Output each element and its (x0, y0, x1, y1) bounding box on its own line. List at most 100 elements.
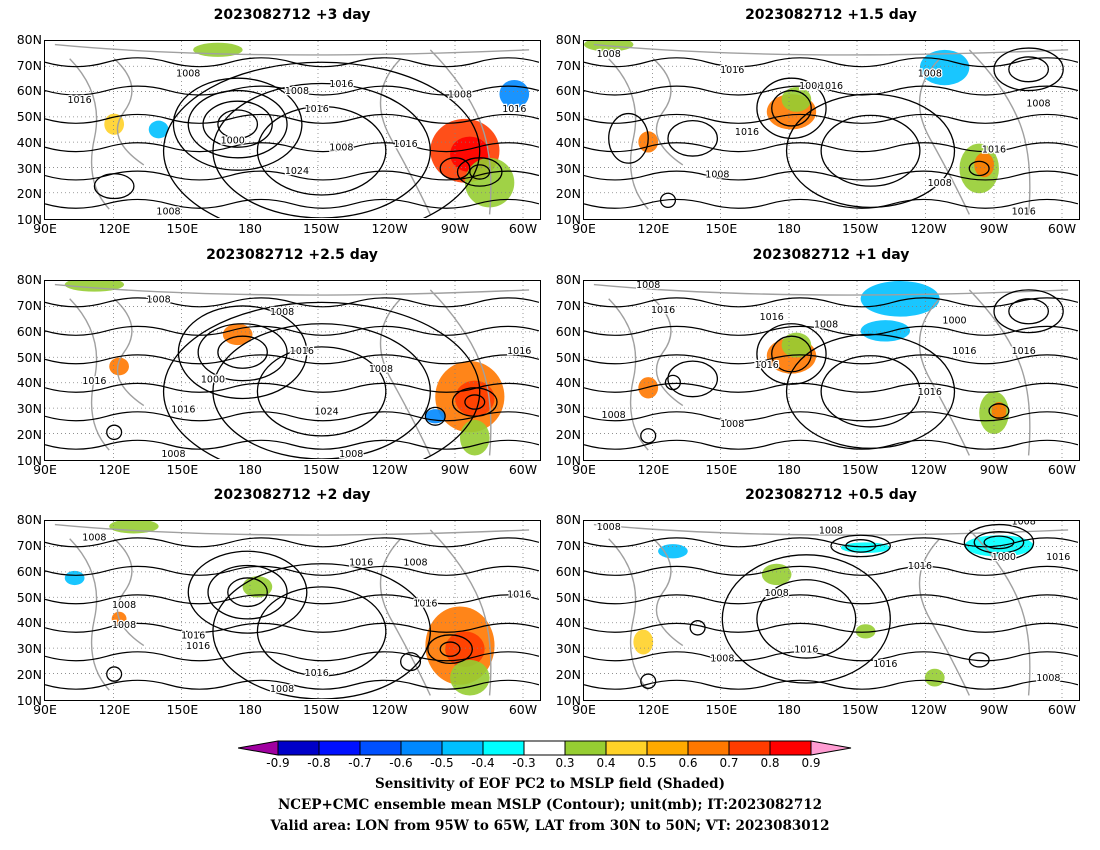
mslp-contour (45, 651, 539, 662)
coastline (429, 289, 492, 456)
mslp-contour-closed (756, 323, 827, 385)
mslp-contour-closed (983, 535, 1015, 550)
lat-tick-label: 40N (555, 375, 581, 391)
contour-label: 1016 (908, 561, 932, 572)
coastline (593, 43, 1069, 56)
lat-tick-label: 80N (555, 272, 581, 287)
contour-label: 1008 (112, 600, 136, 611)
mslp-contour (584, 325, 1078, 336)
panel-title-6: 2023082712 +0.5 day (745, 487, 917, 503)
lat-tick-label: 50N (16, 349, 42, 365)
lat-tick-label: 40N (555, 615, 581, 631)
lon-tick-label: 150W (842, 462, 879, 477)
colorbar-tick-label: -0.8 (307, 756, 331, 770)
sensitivity-shading (860, 320, 911, 342)
panel-title-4: 2023082712 +1 day (752, 247, 910, 263)
sensitivity-shading (450, 659, 490, 696)
mslp-contour-closed (162, 301, 481, 459)
map-panel-plus-0-5-day: 1008 1008 1016 1008 1016 1016 1008 1000 1016 1008… (583, 520, 1080, 701)
contour-label: 1008 (819, 525, 843, 536)
contour-label: 1016 (413, 598, 437, 609)
coastline (652, 58, 684, 166)
contour-label: 1016 (1012, 206, 1036, 217)
lat-tick-label: 30N (16, 641, 42, 657)
coastline (429, 529, 492, 696)
contour-label: 1008 (82, 533, 106, 544)
coastline (652, 538, 684, 647)
mslp-contour-closed (640, 673, 657, 689)
mslp-contour-closed (217, 109, 259, 139)
mslp-contour (584, 439, 1078, 450)
sensitivity-shading (64, 570, 85, 586)
contour-label: 1016 (651, 305, 675, 316)
contour-label: 1000 (942, 316, 966, 327)
lat-tick-label: 60N (16, 323, 42, 339)
sensitivity-shading (459, 419, 490, 456)
lon-tick-label: 150E (166, 462, 199, 477)
contour-label: 1008 (161, 449, 185, 459)
contour-label: 1016 (1046, 552, 1070, 563)
mslp-contour-closed (721, 554, 891, 684)
lon-tick-label: 90W (440, 702, 470, 717)
contour-label: 1008 (720, 419, 744, 430)
coastline (968, 529, 1031, 696)
mslp-contour (45, 439, 539, 450)
colorbar-tick-label: -0.9 (266, 756, 290, 770)
lon-tick-label: 150W (303, 221, 340, 236)
lon-tick-label: 120E (98, 462, 131, 477)
contour-label: 1016 (982, 145, 1006, 156)
coastline (918, 538, 970, 696)
panel-title-3: 2023082712 +2.5 day (206, 247, 378, 263)
sensitivity-shading (445, 631, 485, 667)
lon-tick-label: 150E (166, 702, 199, 717)
colorbar-tick-label: -0.5 (430, 756, 454, 770)
lat-tick-label: 10N (555, 693, 581, 708)
colorbar-swatch (400, 740, 443, 756)
lat-tick-label: 30N (555, 160, 581, 176)
contour-label: 1008 (799, 81, 823, 92)
colorbar-tick-label: 0.7 (719, 756, 739, 770)
lat-tick-label: 70N (555, 57, 581, 73)
coastline (918, 298, 970, 456)
mslp-contour (584, 297, 1078, 308)
contour-label: 1008 (597, 522, 621, 533)
mslp-contour-closed (464, 394, 486, 410)
coastline (608, 58, 649, 210)
caption-line-2: NCEP+CMC ensemble mean MSLP (Contour); u… (277, 797, 823, 813)
mslp-contour (45, 537, 539, 548)
mslp-contour-closed (227, 577, 268, 608)
lat-tick-label: 40N (16, 615, 42, 631)
contour-label: 1000 (992, 552, 1016, 563)
lon-tick-label: 150W (303, 702, 340, 717)
sensitivity-shading (781, 332, 812, 358)
mslp-contour-closed (212, 323, 431, 459)
mslp-contour-closed (820, 355, 921, 428)
lon-tick-label: 60W (508, 462, 538, 477)
lat-tick-label: 70N (16, 57, 42, 73)
lat-tick-label: 60N (16, 563, 42, 579)
panel-title-2: 2023082712 +1.5 day (745, 7, 917, 23)
lon-tick-label: 120E (637, 702, 670, 717)
mslp-contour (584, 679, 1078, 690)
contour-label: 1000 (221, 136, 245, 147)
colorbar-swatch (318, 740, 361, 756)
lat-tick-label: 60N (555, 563, 581, 579)
contour-label: 1008 (176, 68, 200, 79)
lat-tick-label: 80N (16, 32, 42, 47)
lat-tick-label: 50N (555, 109, 581, 125)
colorbar-swatch (441, 740, 484, 756)
lon-tick-label: 60W (1047, 462, 1077, 477)
sensitivity-shading (924, 668, 945, 687)
contour-label: 1016 (305, 104, 329, 115)
contour-label: 1016 (329, 79, 353, 90)
sensitivity-shading (860, 281, 940, 317)
mslp-contour (45, 679, 539, 690)
colorbar-swatch (646, 740, 689, 756)
coastline (968, 49, 1031, 215)
caption-line-1: Sensitivity of EOF PC2 to MSLP field (Sh… (374, 776, 726, 792)
contour-label: 1008 (928, 178, 952, 189)
map-canvas: 1008 1008 1016 1016 1016 1000 1024 1008 1008 1016… (45, 281, 539, 459)
mslp-contour-closed (667, 360, 719, 398)
mslp-contour-closed (608, 112, 649, 164)
mslp-contour-closed (162, 61, 481, 218)
